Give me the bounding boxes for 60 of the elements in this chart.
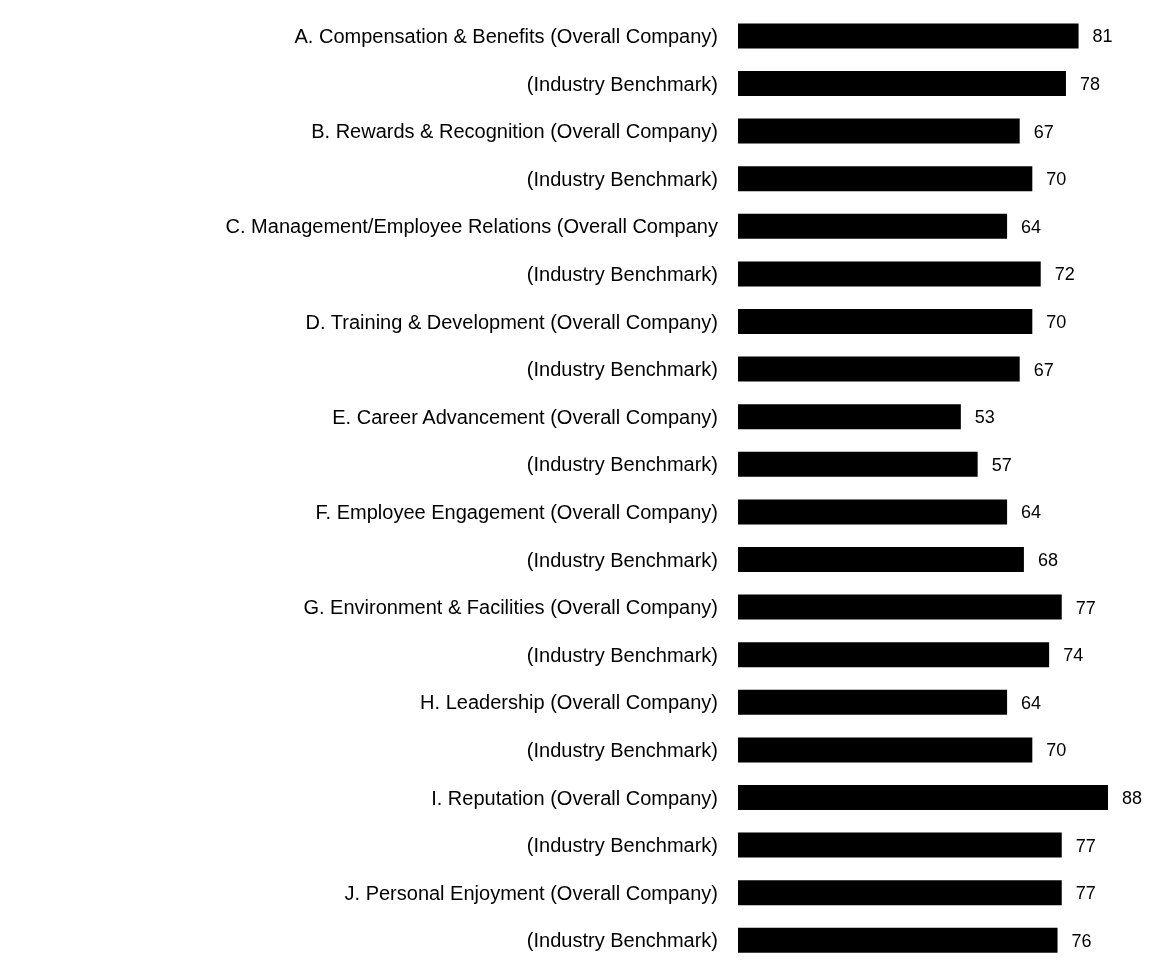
data-label: 57 [991,454,1012,475]
data-label: 67 [1033,121,1054,142]
y-tick-label: (Industry Benchmark) [526,167,718,190]
y-tick-label: J. Personal Enjoyment (Overall Company) [344,881,718,904]
y-tick-label: C. Management/Employee Relations (Overall Company [225,215,718,238]
data-label: 64 [1021,216,1042,237]
bar [738,23,1079,49]
data-label: 70 [1046,169,1067,190]
y-tick-label: (Industry Benchmark) [526,72,718,95]
bar [738,71,1066,97]
data-label: 78 [1079,73,1100,94]
bar [738,927,1058,953]
data-label: 74 [1063,645,1084,666]
y-tick-label: G. Environment & Facilities (Overall Company) [303,596,718,619]
bar [738,785,1108,811]
bar [738,166,1033,192]
data-label: 64 [1021,502,1042,523]
data-label: 88 [1122,787,1143,808]
y-tick-label: (Industry Benchmark) [526,929,718,952]
data-label: 72 [1054,264,1075,285]
bar [738,404,961,430]
data-label: 70 [1046,740,1067,761]
bar [738,689,1008,715]
data-label: 64 [1021,692,1042,713]
bar [738,309,1033,335]
bar [738,356,1020,382]
bar [738,880,1062,906]
y-tick-label: H. Leadership (Overall Company) [420,691,718,714]
data-label: 67 [1033,359,1054,380]
y-tick-label: (Industry Benchmark) [526,262,718,285]
bar [738,832,1062,858]
bar [738,261,1041,287]
y-tick-label: (Industry Benchmark) [526,738,718,761]
y-tick-label: (Industry Benchmark) [526,643,718,666]
y-tick-label: (Industry Benchmark) [526,358,718,381]
data-label: 76 [1071,930,1092,951]
data-label: 81 [1092,26,1113,47]
y-tick-label: I. Reputation (Overall Company) [431,786,718,809]
y-tick-label: (Industry Benchmark) [526,834,718,857]
bar [738,594,1062,620]
y-tick-label: (Industry Benchmark) [526,453,718,476]
data-label: 77 [1075,597,1096,618]
bar [738,737,1033,763]
y-tick-label: A. Compensation & Benefits (Overall Company) [294,24,718,47]
bar [738,213,1008,239]
y-tick-label: E. Career Advancement (Overall Company) [332,405,718,428]
y-tick-label: (Industry Benchmark) [526,548,718,571]
y-tick-label: B. Rewards & Recognition (Overall Company) [311,120,718,143]
y-tick-label: D. Training & Development (Overall Company) [305,310,718,333]
bar [738,499,1008,525]
data-label: 77 [1075,835,1096,856]
y-tick-label: F. Employee Engagement (Overall Company) [315,500,718,523]
data-label: 53 [974,407,995,428]
bar [738,118,1020,144]
bar [738,451,978,477]
bar [738,547,1024,573]
data-label: 68 [1037,549,1058,570]
bar [738,642,1050,668]
data-label: 77 [1075,883,1096,904]
data-label: 70 [1046,311,1067,332]
